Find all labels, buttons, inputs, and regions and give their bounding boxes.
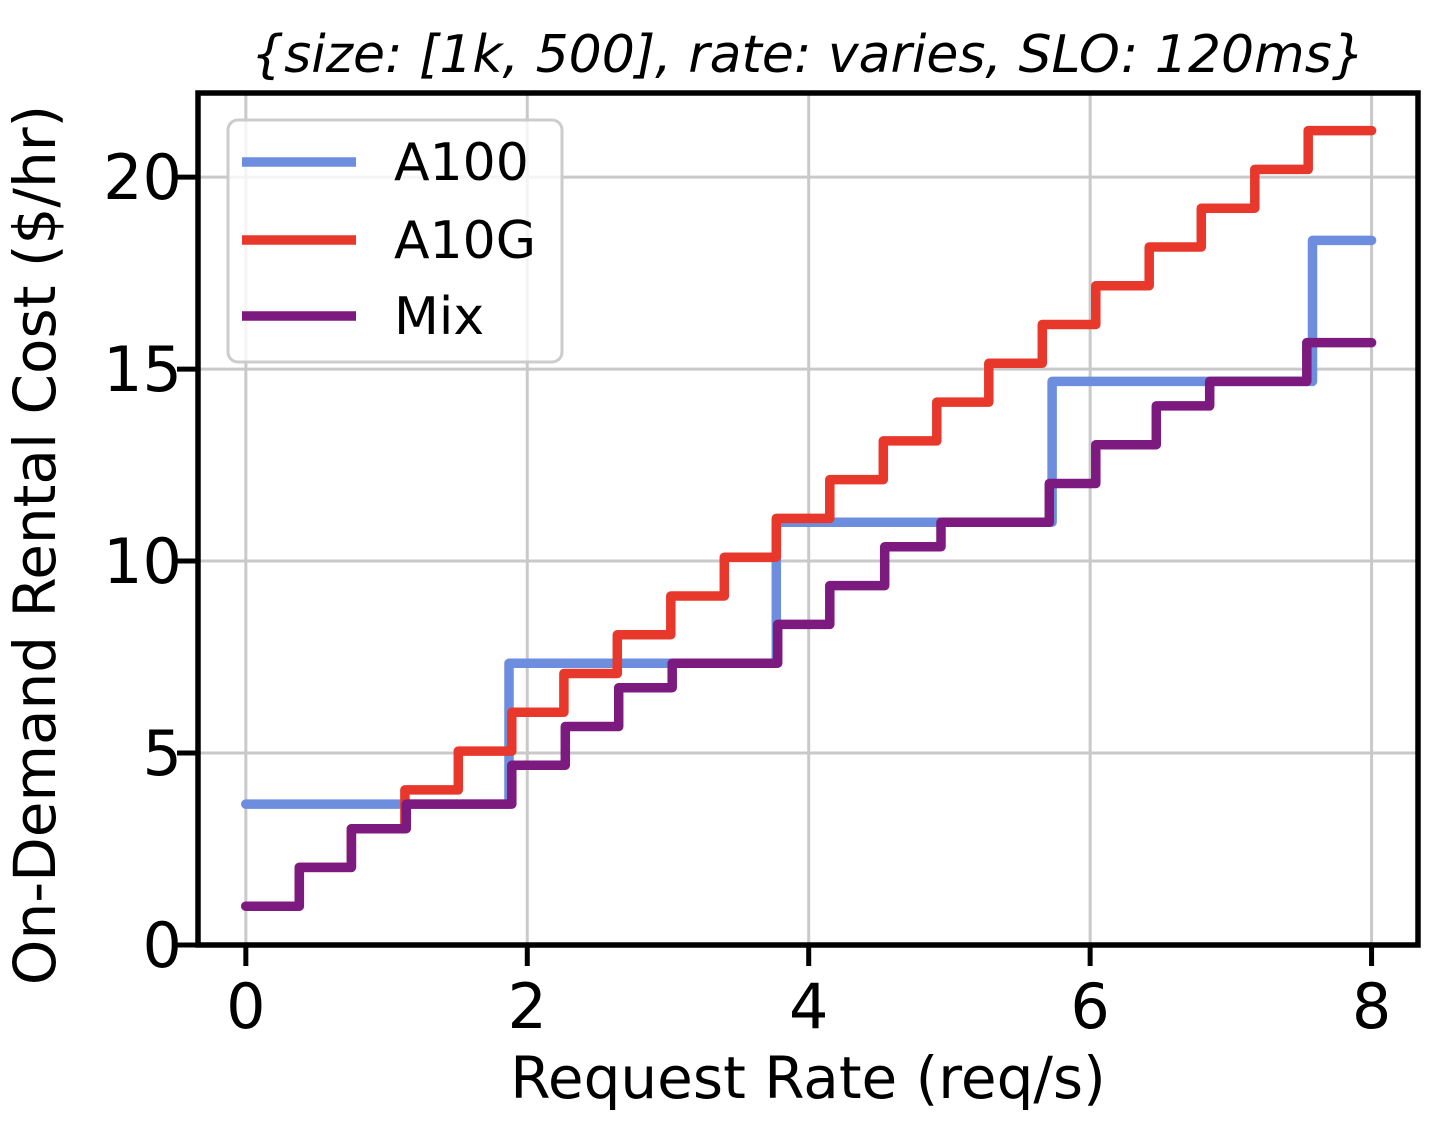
y-axis-label: On-Demand Rental Cost ($/hr)	[1, 105, 69, 985]
line-mix	[241, 337, 1377, 911]
y-tick-label-15: 15	[103, 333, 182, 406]
y-tick-label-5: 5	[143, 717, 182, 790]
x-axis-label: Request Rate (req/s)	[510, 1044, 1106, 1112]
legend-label-mix: Mix	[394, 287, 484, 347]
x-tick-label-6: 6	[1070, 970, 1109, 1043]
x-tick-label-2: 2	[508, 970, 547, 1043]
x-tick-label-8: 8	[1352, 970, 1391, 1043]
x-tick-label-4: 4	[789, 970, 828, 1043]
tick-labels: 0 2 4 6 8 0 5 10 15 20	[103, 141, 1391, 1043]
legend-label-a100: A100	[394, 133, 529, 193]
series-lines	[241, 125, 1377, 911]
legend-label-a10g: A10G	[394, 211, 536, 271]
legend: A100 A10G Mix	[226, 118, 564, 364]
y-tick-label-0: 0	[143, 909, 182, 982]
y-tick-label-10: 10	[103, 525, 182, 598]
line-a10g	[241, 125, 1377, 911]
legend-box	[226, 118, 564, 364]
axis-ticks	[177, 174, 1375, 966]
y-tick-label-20: 20	[103, 141, 182, 214]
x-tick-label-0: 0	[226, 970, 265, 1043]
chart-title: {size: [1k, 500], rate: varies, SLO: 120…	[251, 25, 1365, 85]
